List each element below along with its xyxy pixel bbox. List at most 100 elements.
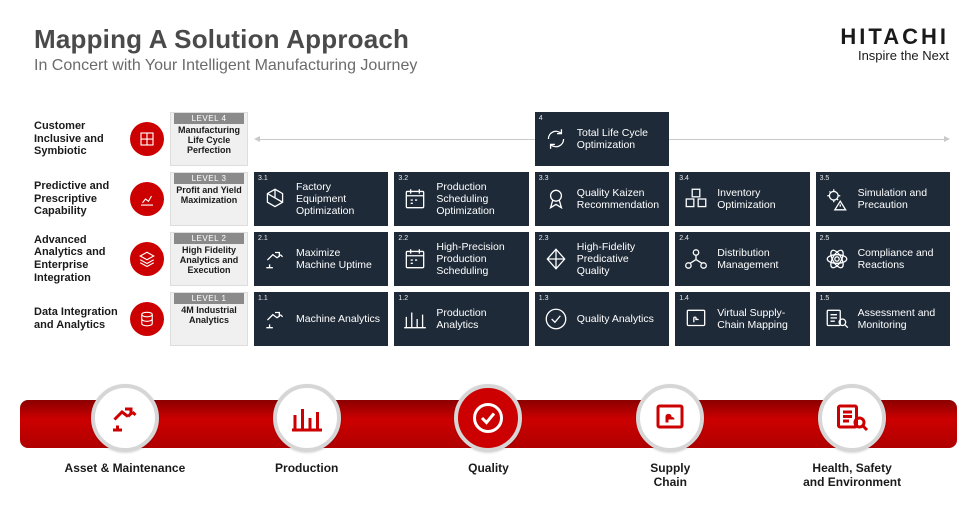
pillar-label: Asset & Maintenance — [65, 462, 186, 476]
level-text: High Fidelity Analytics and Execution — [174, 246, 244, 276]
search-icon — [824, 306, 850, 332]
solution-cell: 2.3 High-Fidelity Predicative Quality — [535, 232, 669, 286]
cell-text: Quality Kaizen Recommendation — [577, 187, 663, 211]
calendar-icon — [402, 186, 428, 212]
pillar-label: Health, Safetyand Environment — [803, 462, 901, 490]
cell-text: Factory Equipment Optimization — [296, 181, 382, 217]
level-box: LEVEL 2 High Fidelity Analytics and Execu… — [170, 232, 248, 286]
cell-text: High-Precision Production Scheduling — [436, 241, 522, 277]
page-title: Mapping A Solution Approach — [34, 24, 417, 55]
cell-number: 2.5 — [820, 235, 830, 243]
pillar-label: Production — [275, 462, 338, 476]
cycle-icon — [543, 126, 569, 152]
bars-icon — [402, 306, 428, 332]
cell-text: High-Fidelity Predicative Quality — [577, 241, 663, 277]
cell-number: 1.5 — [820, 295, 830, 303]
cell-number: 3.1 — [258, 175, 268, 183]
cell-number: 2.2 — [398, 235, 408, 243]
row-label: Advanced Analytics and Enterprise Integr… — [34, 232, 130, 286]
solution-cell: 1.5 Assessment and Monitoring — [816, 292, 950, 346]
matrix-row: Predictive and Prescriptive Capability LE… — [34, 172, 950, 226]
solution-cell: 3.3Quality Kaizen Recommendation — [535, 172, 669, 226]
pillar: Quality — [398, 384, 580, 490]
solution-cell: 2.5 Compliance and Reactions — [816, 232, 950, 286]
level-pill: LEVEL 1 — [174, 293, 244, 304]
solution-cell: 3.2Production Scheduling Optimization — [394, 172, 528, 226]
matrix-row: Advanced Analytics and Enterprise Integr… — [34, 232, 950, 286]
pillar-label: SupplyChain — [650, 462, 690, 490]
cell-text: Inventory Optimization — [717, 187, 803, 211]
cell-number: 2.1 — [258, 235, 268, 243]
row-label: Data Integration and Analytics — [34, 292, 130, 346]
brand-tagline: Inspire the Next — [840, 48, 949, 63]
cell-text: Virtual Supply-Chain Mapping — [717, 307, 803, 331]
pillar-circle — [91, 384, 159, 452]
cell-number: 3.5 — [820, 175, 830, 183]
cell-text: Distribution Management — [717, 247, 803, 271]
level-pill: LEVEL 3 — [174, 173, 244, 184]
cell-number: 3.4 — [679, 175, 689, 183]
cell-number: 1.4 — [679, 295, 689, 303]
cell-text: Assessment and Monitoring — [858, 307, 944, 331]
empty-cell — [816, 112, 950, 166]
atom-icon — [824, 246, 850, 272]
row-label: Customer Inclusive and Symbiotic — [34, 112, 130, 166]
cell-number: 1.3 — [539, 295, 549, 303]
ribbon-icon — [543, 186, 569, 212]
cell-text: Production Scheduling Optimization — [436, 181, 522, 217]
pillar: Asset & Maintenance — [34, 384, 216, 490]
level-box: LEVEL 1 4M Industrial Analytics — [170, 292, 248, 346]
level-pill: LEVEL 4 — [174, 113, 244, 124]
calendar-icon — [402, 246, 428, 272]
solution-cell: 3.5 Simulation and Precaution — [816, 172, 950, 226]
solution-matrix: Customer Inclusive and Symbiotic LEVEL 4 M… — [34, 112, 950, 352]
solution-cell: 1.2Production Analytics — [394, 292, 528, 346]
row-label: Predictive and Prescriptive Capability — [34, 172, 130, 226]
row-cells: 3.1 Factory Equipment Optimization 3.2Prod… — [254, 172, 950, 226]
empty-cell — [394, 112, 528, 166]
pillar-circle — [818, 384, 886, 452]
solution-cell: 2.1 Maximize Machine Uptime — [254, 232, 388, 286]
pillar-circle — [636, 384, 704, 452]
empty-cell — [675, 112, 809, 166]
diamond-icon — [543, 246, 569, 272]
row-level-icon — [130, 122, 164, 156]
solution-cell: 3.4 Inventory Optimization — [675, 172, 809, 226]
dist-icon — [683, 246, 709, 272]
brand-name: HITACHI — [840, 24, 949, 50]
row-cells: 4Total Life Cycle Optimization — [254, 112, 950, 166]
page-subtitle: In Concert with Your Intelligent Manufac… — [34, 57, 417, 75]
row-level-icon — [130, 182, 164, 216]
hex-icon — [262, 186, 288, 212]
solution-cell: 4Total Life Cycle Optimization — [535, 112, 669, 166]
row-cells: 2.1 Maximize Machine Uptime 2.2 High-Precis… — [254, 232, 950, 286]
level-text: Profit and Yield Maximization — [174, 186, 244, 206]
cell-text: Machine Analytics — [296, 313, 380, 325]
pillar: Health, Safetyand Environment — [761, 384, 943, 490]
level-pill: LEVEL 2 — [174, 233, 244, 244]
cell-text: Compliance and Reactions — [858, 247, 944, 271]
check-icon — [543, 306, 569, 332]
touch-icon — [683, 306, 709, 332]
cell-text: Simulation and Precaution — [858, 187, 944, 211]
pillar-circle — [273, 384, 341, 452]
row-level-icon — [130, 302, 164, 336]
cell-text: Quality Analytics — [577, 313, 654, 325]
cell-number: 2.3 — [539, 235, 549, 243]
row-cells: 1.1Machine Analytics1.2Production Analyt… — [254, 292, 950, 346]
cell-number: 4 — [539, 115, 543, 123]
cell-text: Maximize Machine Uptime — [296, 247, 382, 271]
pillar-label: Quality — [468, 462, 509, 476]
header: Mapping A Solution Approach In Concert w… — [0, 0, 977, 81]
level-text: 4M Industrial Analytics — [174, 306, 244, 326]
row-level-icon — [130, 242, 164, 276]
cell-number: 1.2 — [398, 295, 408, 303]
solution-cell: 3.1 Factory Equipment Optimization — [254, 172, 388, 226]
solution-cell: 1.3 Quality Analytics — [535, 292, 669, 346]
level-text: Manufacturing Life Cycle Perfection — [174, 126, 244, 156]
solution-cell: 2.4Distribution Management — [675, 232, 809, 286]
footer: Asset & Maintenance Production Quality Supp… — [0, 390, 977, 525]
pillar-circle — [454, 384, 522, 452]
matrix-row: Data Integration and Analytics LEVEL 1 4M … — [34, 292, 950, 346]
gearwarn-icon — [824, 186, 850, 212]
